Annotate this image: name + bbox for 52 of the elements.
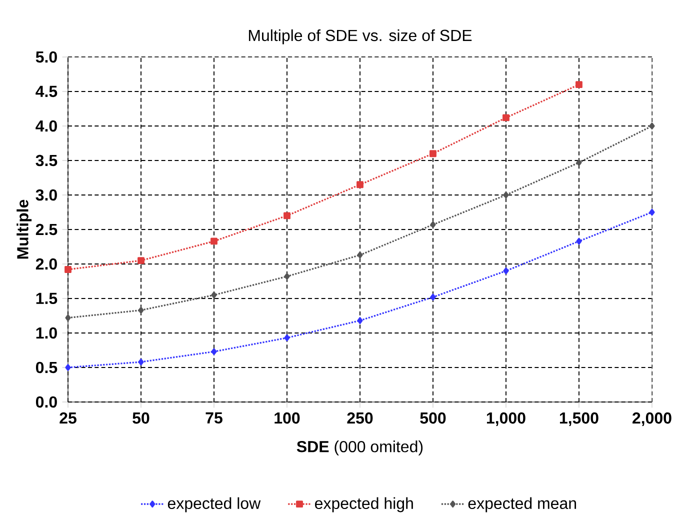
- point: [211, 292, 217, 299]
- point: [357, 252, 363, 258]
- point: [430, 150, 436, 158]
- point: [649, 208, 655, 216]
- point: [576, 159, 582, 166]
- point: [65, 364, 71, 371]
- point: [430, 294, 436, 301]
- point: [138, 358, 144, 366]
- point: [356, 181, 364, 188]
- legend-label: expected mean: [468, 497, 576, 512]
- y-tick-label: 3.0: [36, 189, 57, 201]
- x-tick-label: 50: [132, 412, 150, 424]
- x-axis-title: SDE (000 omited): [296, 440, 423, 456]
- chart-title: Multiple of SDE vs. size of SDE: [248, 29, 472, 44]
- y-tick-label: 4.0: [36, 120, 57, 132]
- x-tick-label: 75: [206, 412, 222, 424]
- point: [576, 81, 582, 88]
- y-tick-label: 1.0: [36, 327, 57, 339]
- point: [138, 306, 144, 314]
- legend-label: expected high: [315, 497, 413, 512]
- y-axis-title: Multiple: [16, 200, 32, 259]
- x-tick-label: 250: [347, 412, 373, 424]
- point: [138, 257, 144, 264]
- x-tick-label: 500: [420, 412, 446, 424]
- y-tick-label: 2.0: [36, 258, 57, 270]
- y-tick-label: 2.5: [36, 224, 58, 236]
- point: [430, 221, 436, 228]
- point: [65, 314, 71, 322]
- y-tick-label: 0.5: [36, 362, 58, 374]
- point: [284, 272, 290, 280]
- point: [284, 334, 290, 342]
- point: [503, 267, 509, 274]
- point: [576, 238, 582, 245]
- y-tick-label: 0.0: [36, 396, 57, 408]
- x-tick-label: 25: [60, 412, 76, 424]
- y-tick-label: 4.5: [36, 86, 58, 98]
- point: [210, 238, 218, 245]
- point: [649, 122, 655, 130]
- y-tick-label: 3.5: [36, 154, 58, 166]
- point: [64, 266, 72, 273]
- point: [502, 114, 510, 122]
- legend-label: expected low: [168, 497, 261, 512]
- point: [284, 212, 290, 220]
- y-tick-label: 5.0: [36, 51, 57, 63]
- y-tick-label: 1.5: [36, 292, 58, 304]
- x-tick-label: 100: [274, 412, 300, 424]
- point: [211, 348, 217, 356]
- x-tick-label: 2,000: [632, 412, 672, 426]
- x-tick-label: 1,000: [486, 412, 526, 426]
- point: [503, 192, 509, 198]
- point: [357, 317, 363, 324]
- x-tick-label: 1,500: [560, 412, 598, 426]
